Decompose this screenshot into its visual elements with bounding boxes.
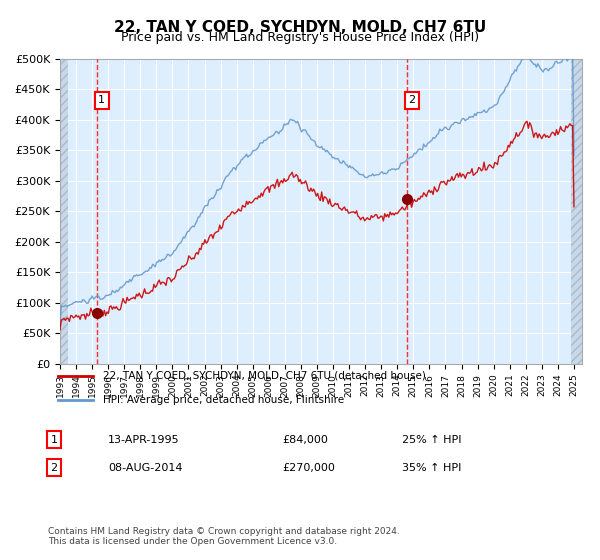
Text: £84,000: £84,000 — [282, 435, 328, 445]
Bar — [60, 59, 68, 364]
Text: 08-AUG-2014: 08-AUG-2014 — [108, 463, 182, 473]
Text: Price paid vs. HM Land Registry's House Price Index (HPI): Price paid vs. HM Land Registry's House … — [121, 31, 479, 44]
Text: 2: 2 — [50, 463, 58, 473]
Text: £270,000: £270,000 — [282, 463, 335, 473]
Text: 2: 2 — [409, 95, 416, 105]
Text: 22, TAN Y COED, SYCHDYN, MOLD, CH7 6TU (detached house): 22, TAN Y COED, SYCHDYN, MOLD, CH7 6TU (… — [103, 371, 427, 381]
Text: 1: 1 — [50, 435, 58, 445]
Text: 35% ↑ HPI: 35% ↑ HPI — [402, 463, 461, 473]
Text: 1: 1 — [98, 95, 105, 105]
Text: Contains HM Land Registry data © Crown copyright and database right 2024.
This d: Contains HM Land Registry data © Crown c… — [48, 526, 400, 546]
Text: HPI: Average price, detached house, Flintshire: HPI: Average price, detached house, Flin… — [103, 395, 344, 405]
Text: 13-APR-1995: 13-APR-1995 — [108, 435, 179, 445]
Bar — [571, 59, 582, 364]
Text: 25% ↑ HPI: 25% ↑ HPI — [402, 435, 461, 445]
Text: 22, TAN Y COED, SYCHDYN, MOLD, CH7 6TU: 22, TAN Y COED, SYCHDYN, MOLD, CH7 6TU — [114, 20, 486, 35]
